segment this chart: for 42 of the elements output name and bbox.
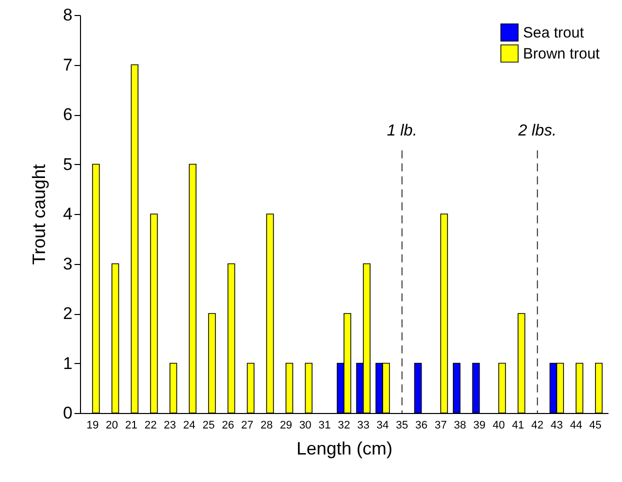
x-tick-label: 19 bbox=[86, 420, 99, 432]
y-tick-label: 0 bbox=[63, 404, 72, 422]
x-tick-label: 25 bbox=[202, 420, 215, 432]
x-tick-label: 38 bbox=[454, 420, 466, 432]
x-tick-label: 33 bbox=[357, 420, 370, 432]
x-tick-label: 28 bbox=[260, 420, 273, 432]
x-tick-label: 37 bbox=[434, 420, 447, 432]
x-tick-label: 29 bbox=[280, 420, 292, 432]
x-tick-label: 45 bbox=[589, 420, 602, 432]
legend-label: Sea trout bbox=[523, 24, 585, 42]
x-axis-title: Length (cm) bbox=[296, 438, 393, 458]
x-tick-label: 30 bbox=[299, 420, 312, 432]
x-tick-label: 31 bbox=[318, 420, 331, 432]
y-tick-label: 6 bbox=[63, 105, 72, 124]
x-tick-label: 21 bbox=[125, 420, 138, 432]
x-tick-label: 32 bbox=[338, 420, 350, 432]
x-tick-label: 42 bbox=[531, 420, 544, 432]
x-tick-label: 27 bbox=[241, 420, 254, 432]
y-tick-label: 8 bbox=[63, 6, 72, 24]
x-tick-label: 44 bbox=[570, 420, 582, 432]
x-tick-label: 41 bbox=[512, 420, 524, 432]
ref-line-label: 1 lb. bbox=[386, 122, 418, 140]
x-tick-label: 23 bbox=[164, 420, 176, 432]
y-tick-label: 4 bbox=[63, 204, 72, 224]
ref-line-label: 2 lbs. bbox=[517, 122, 557, 140]
x-tick-label: 22 bbox=[144, 420, 157, 432]
y-tick-label: 1 bbox=[63, 354, 72, 373]
x-tick-label: 40 bbox=[492, 420, 505, 432]
x-tick-label: 43 bbox=[550, 420, 563, 432]
x-tick-label: 24 bbox=[183, 420, 196, 432]
x-tick-label: 34 bbox=[376, 420, 389, 432]
x-tick-label: 39 bbox=[473, 420, 486, 432]
x-tick-label: 36 bbox=[415, 420, 428, 432]
y-axis-title: Trout caught bbox=[29, 164, 50, 265]
x-tick-label: 20 bbox=[106, 420, 118, 432]
y-tick-label: 2 bbox=[63, 304, 72, 323]
y-tick-label: 5 bbox=[63, 154, 72, 174]
y-tick-label: 3 bbox=[63, 254, 72, 274]
x-tick-label: 26 bbox=[222, 420, 234, 432]
y-tick-label: 7 bbox=[63, 55, 72, 74]
x-tick-label: 35 bbox=[396, 420, 408, 432]
legend-label: Brown trout bbox=[523, 46, 601, 62]
